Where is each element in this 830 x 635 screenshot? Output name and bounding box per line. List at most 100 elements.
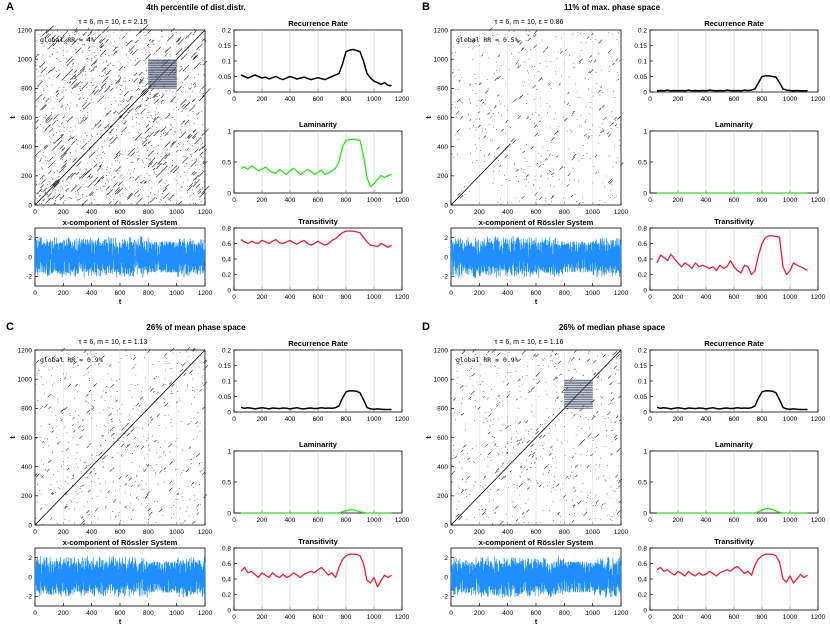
- rr-plot-xtick-label: 400: [701, 96, 712, 103]
- rp-D-ytick-label: 200: [437, 493, 448, 500]
- lam-plot-xtick-label: 600: [313, 517, 324, 524]
- panel-letter: B: [422, 1, 430, 13]
- ts-series-line: [34, 555, 206, 598]
- lam-plot-xtick-label: 1000: [783, 197, 798, 204]
- trans-plot-ytick-label: 0.2: [222, 592, 231, 599]
- rr-plot-xtick-label: 1200: [395, 96, 410, 103]
- trans-plot-series-line: [240, 553, 392, 588]
- rr-plot-ytick-label: 0.05: [218, 74, 231, 81]
- rp-D-xtick-label: 200: [474, 529, 485, 536]
- rr-plot-xtick-label: 800: [341, 96, 352, 103]
- ts-xtick-label: 600: [115, 610, 126, 617]
- panel-c: C 26% of mean phase space τ = 6, m = 10, ε…: [6, 321, 410, 626]
- lam-plot-xtick-label: 400: [285, 197, 296, 204]
- rp-C-xtick-label: 1000: [169, 529, 184, 536]
- lam-plot-xtick-label: 1000: [367, 517, 382, 524]
- rr-plot-xtick-label: 800: [757, 416, 768, 423]
- rp-D-xtick-label: 400: [502, 529, 513, 536]
- rp-C-ytick-label: 1000: [18, 376, 33, 383]
- ts-xtick-label: 400: [86, 290, 97, 297]
- trans-plot-ytick-label: 0.6: [638, 561, 647, 568]
- trans-plot-xtick-label: 0: [232, 294, 236, 301]
- lam-plot-xtick-label: 200: [673, 197, 684, 204]
- lam-plot-ytick-label: 0: [643, 190, 647, 197]
- global-rr-label: global RR = 4%: [40, 36, 95, 44]
- rp-B-xtick-label: 800: [559, 209, 570, 216]
- rr-plot-ytick-label: 0.2: [222, 347, 231, 354]
- trans-plot-xtick-label: 1200: [811, 294, 826, 301]
- ts-series-line: [450, 235, 622, 279]
- ts-ytick-label: 2: [444, 235, 448, 242]
- rr-plot-ytick-label: 0.15: [634, 363, 647, 370]
- ts-ytick-label: -2: [442, 274, 448, 281]
- rp-D-ytick-label: 1200: [434, 347, 449, 354]
- rp-C-ytick-label: 600: [21, 435, 32, 442]
- trans-plot-xtick-label: 400: [701, 294, 712, 301]
- rp-B-xtick-label: 1000: [585, 209, 600, 216]
- trans-plot-ytick-label: 0.8: [638, 225, 647, 232]
- lam-plot-xtick-label: 1200: [395, 197, 410, 204]
- rr-plot-ytick-label: 0.05: [218, 394, 231, 401]
- trans-plot-xtick-label: 200: [673, 614, 684, 621]
- rr-plot-title: Recurrence Rate: [704, 339, 764, 348]
- lam-plot-xtick-label: 800: [341, 197, 352, 204]
- lam-plot-ytick-label: 0: [643, 510, 647, 517]
- panel-title: 26% of median phase space: [559, 323, 666, 332]
- ts-xlabel: t: [535, 299, 538, 306]
- trans-plot-title: Transitivity: [714, 537, 754, 546]
- trans-plot-ytick-label: 0: [643, 607, 647, 614]
- lam-plot-ytick-label: 0.5: [222, 479, 231, 486]
- rp-ylabel: t: [426, 436, 433, 439]
- laminar-block-lines: [148, 60, 177, 89]
- trans-plot-ytick-label: 0.6: [222, 241, 231, 248]
- ts-xtick-label: 200: [474, 290, 485, 297]
- rp-D-ytick-label: 600: [437, 435, 448, 442]
- rp-A-xtick-label: 0: [33, 209, 37, 216]
- rp-D-ytick-label: 1000: [434, 376, 449, 383]
- ts-xtick-label: 400: [502, 610, 513, 617]
- ts-xtick-label: 0: [449, 290, 453, 297]
- trans-plot-xtick-label: 1000: [367, 294, 382, 301]
- trans-plot-xtick-label: 1000: [783, 614, 798, 621]
- ts-xtick-label: 200: [474, 610, 485, 617]
- trans-plot-xtick-label: 1000: [783, 294, 798, 301]
- rp-A-xtick-label: 1200: [198, 209, 213, 216]
- rp-A-ytick-label: 600: [21, 115, 32, 122]
- trans-plot-ytick-label: 0.2: [638, 272, 647, 279]
- ts-title: x-component of Rössler System: [63, 538, 178, 547]
- ts-xtick-label: 1200: [614, 290, 629, 297]
- trans-plot-xtick-label: 800: [341, 614, 352, 621]
- rr-plot-xtick-label: 200: [673, 96, 684, 103]
- rp-A-ytick-label: 400: [21, 144, 32, 151]
- trans-plot-ytick-label: 0.2: [638, 592, 647, 599]
- rp-ylabel: t: [10, 116, 17, 119]
- global-rr-label: global RR = 0.5%: [456, 36, 519, 44]
- trans-plot-xtick-label: 1200: [811, 614, 826, 621]
- main-diagonal: [34, 349, 206, 526]
- lam-plot-ytick-label: 0: [227, 190, 231, 197]
- rp-A-ytick-label: 200: [21, 173, 32, 180]
- lam-plot-title: Laminarity: [299, 120, 338, 129]
- trans-plot-ytick-label: 0.6: [638, 241, 647, 248]
- trans-plot-xtick-label: 1200: [395, 614, 410, 621]
- rp-D-xtick-label: 1000: [585, 529, 600, 536]
- rr-plot-series-line: [240, 390, 392, 411]
- rr-plot-ytick-label: 0.15: [218, 363, 231, 370]
- rr-plot-ytick-label: 0.1: [222, 378, 231, 385]
- ts-ytick-label: -2: [442, 594, 448, 601]
- rr-plot-xtick-label: 200: [257, 416, 268, 423]
- trans-plot-title: Transitivity: [714, 217, 754, 226]
- rr-plot-ytick-label: 0.2: [638, 347, 647, 354]
- trans-plot-ytick-label: 0.2: [222, 272, 231, 279]
- rr-plot-xtick-label: 800: [757, 96, 768, 103]
- rp-C-xtick-label: 1200: [198, 529, 213, 536]
- lam-plot-xtick-label: 400: [285, 517, 296, 524]
- ts-xlabel: t: [535, 619, 538, 626]
- trans-plot-ytick-label: 0.4: [638, 576, 647, 583]
- trans-plot-series-line: [656, 235, 808, 276]
- ts-xtick-label: 400: [86, 610, 97, 617]
- rp-C-xtick-label: 600: [115, 529, 126, 536]
- lam-plot-xtick-label: 1200: [395, 517, 410, 524]
- recurrence-points: [450, 348, 623, 526]
